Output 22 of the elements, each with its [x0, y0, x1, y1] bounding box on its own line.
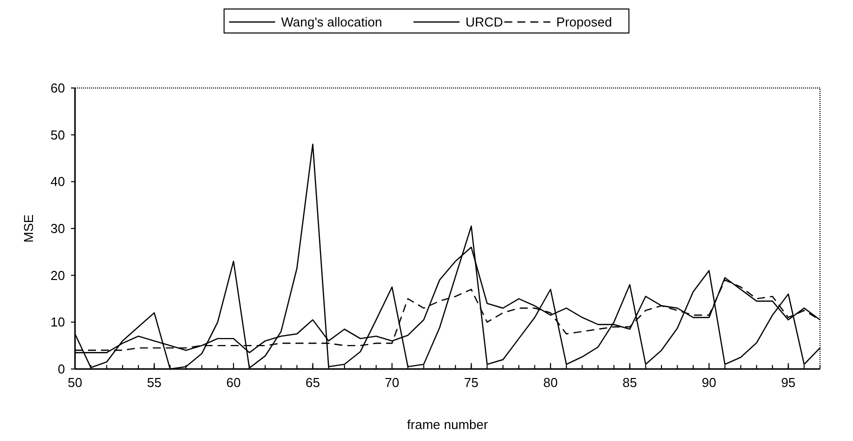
- legend-label: Wang's allocation: [281, 14, 382, 30]
- x-tick-label: 70: [384, 375, 400, 390]
- y-tick-label: 20: [50, 268, 65, 283]
- y-tick-label: 60: [50, 80, 65, 96]
- y-tick-label: 50: [50, 127, 65, 142]
- x-tick-label: 80: [543, 375, 558, 390]
- y-tick-label: 10: [50, 314, 65, 330]
- y-axis-title: MSE: [21, 214, 36, 243]
- y-tick-label: 40: [50, 174, 65, 190]
- x-axis-title: frame number: [407, 417, 489, 432]
- y-tick-label: 30: [50, 221, 65, 236]
- x-tick-label: 60: [226, 375, 241, 390]
- x-tick-label: 95: [781, 375, 796, 390]
- x-tick-label: 85: [622, 375, 638, 390]
- legend-label: URCD: [466, 14, 504, 30]
- x-tick-label: 65: [306, 375, 320, 390]
- legend-label: Proposed: [556, 14, 612, 30]
- x-tick-label: 55: [147, 375, 162, 390]
- x-tick-label: 50: [68, 375, 82, 390]
- x-tick-label: 90: [702, 375, 716, 390]
- y-tick-label: 0: [58, 362, 65, 376]
- x-tick-label: 75: [464, 375, 479, 390]
